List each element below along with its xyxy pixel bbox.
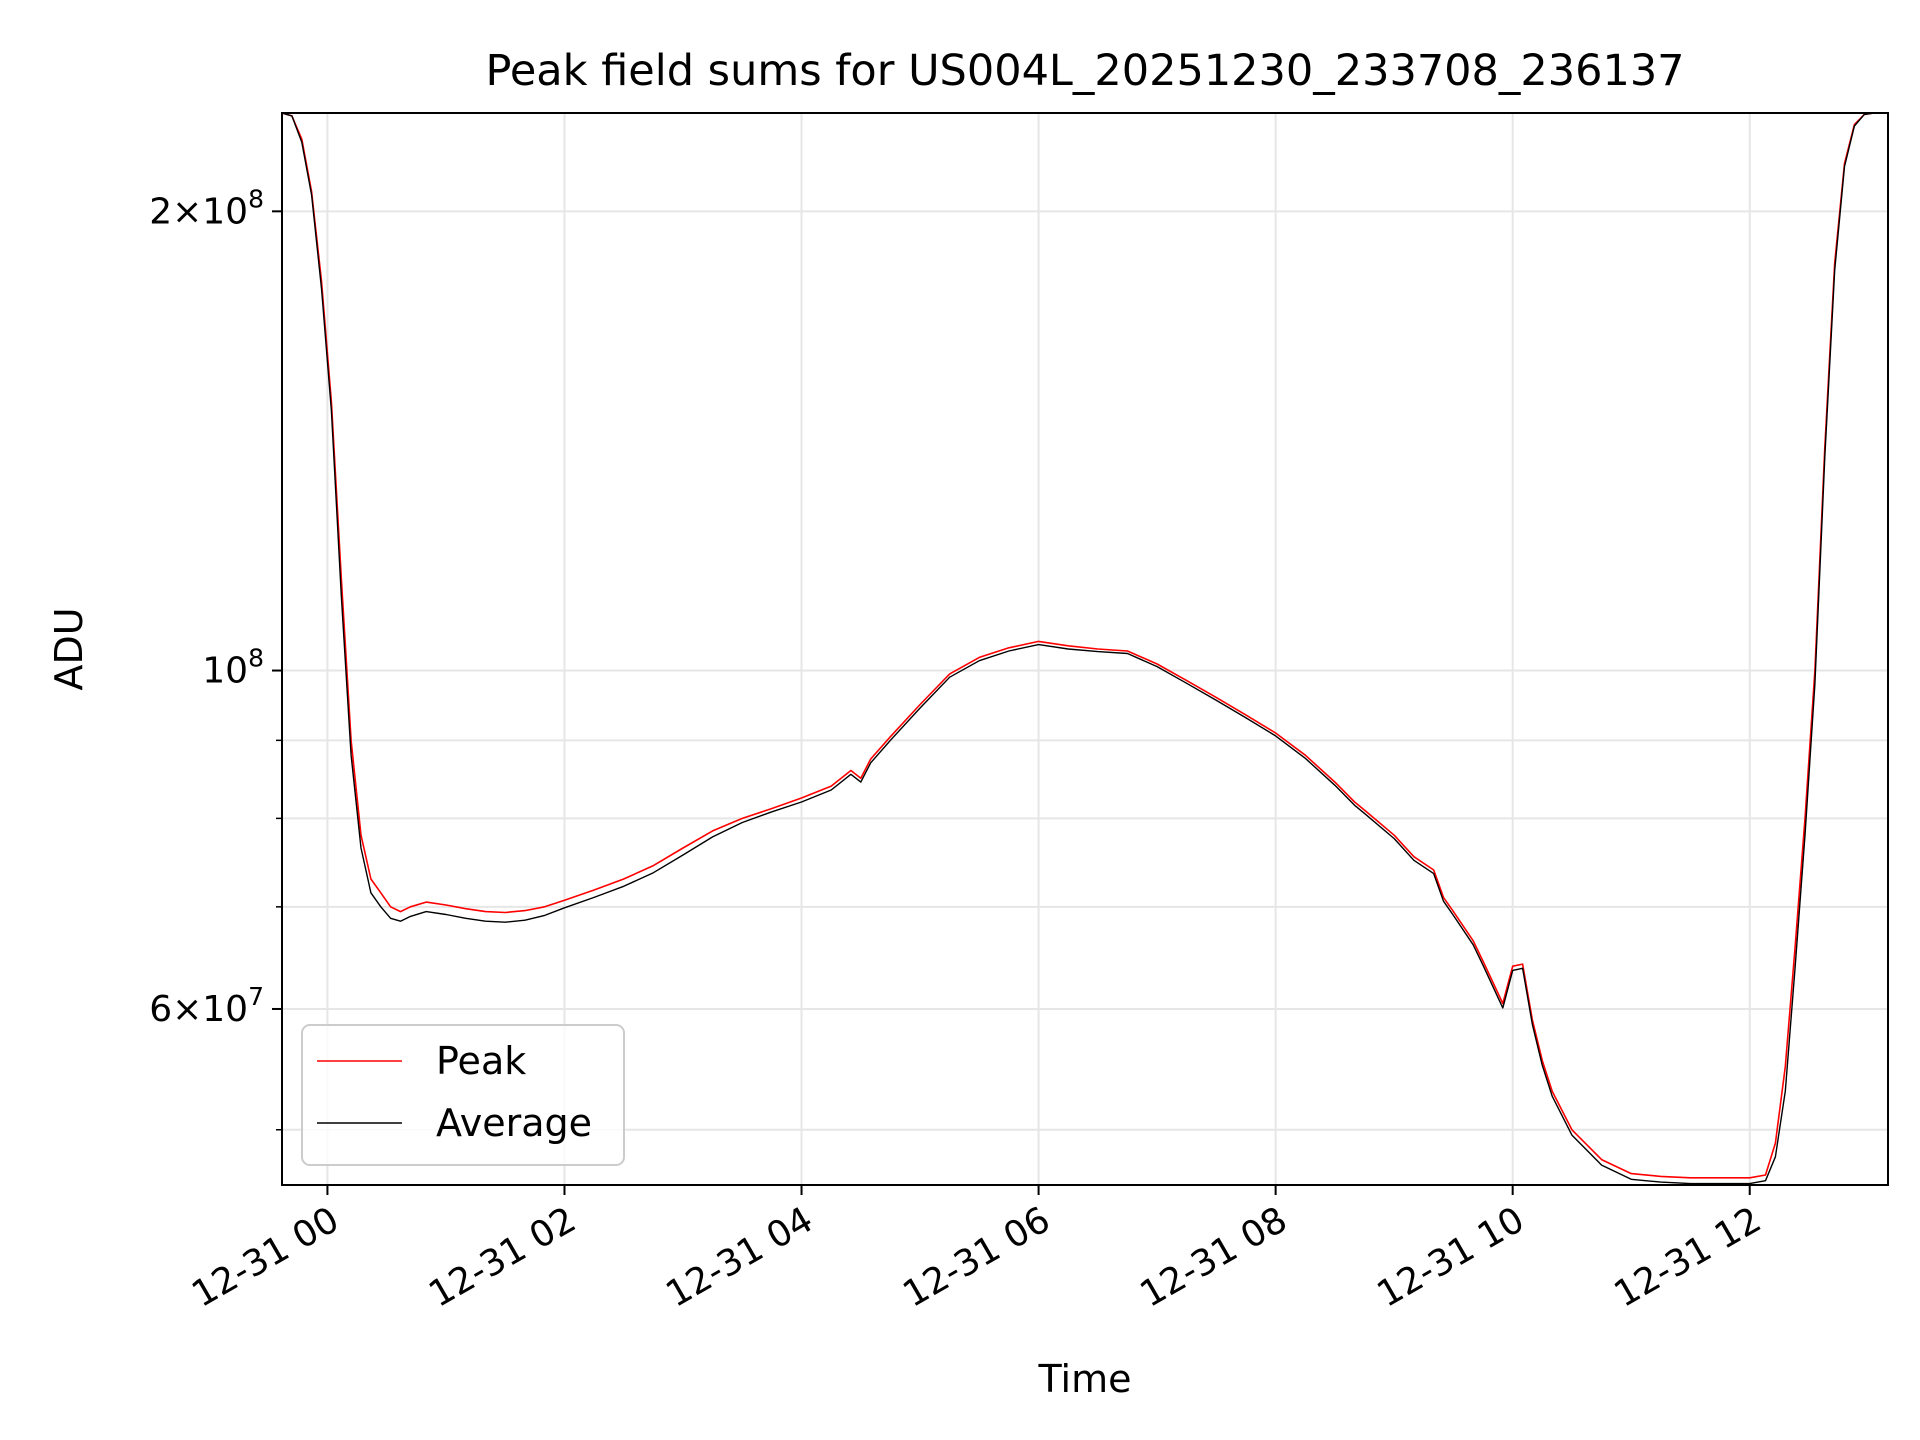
x-axis-label: Time — [1038, 1357, 1132, 1401]
y-tick-label: 2×108 — [149, 184, 264, 232]
y-tick-label: 6×107 — [149, 982, 264, 1030]
series-line-average — [282, 113, 1888, 1185]
series-layer — [282, 113, 1888, 1185]
legend: Peak Average — [301, 1024, 625, 1166]
legend-box — [301, 1024, 625, 1166]
y-tick-label: 108 — [202, 644, 264, 692]
plot-frame — [281, 112, 1889, 1186]
legend-label-average: Average — [436, 1101, 592, 1145]
series-line-peak — [282, 113, 1888, 1179]
legend-label-peak: Peak — [436, 1039, 526, 1083]
y-axis-label: ADU — [47, 607, 91, 690]
y-axis: 2×108 108 6×107 — [149, 184, 282, 1131]
chart-title: Peak field sums for US004L_20251230_2337… — [485, 46, 1684, 96]
